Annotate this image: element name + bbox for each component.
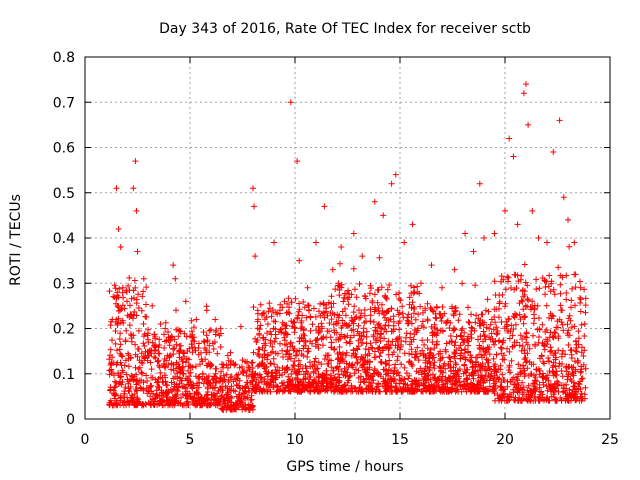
data-point <box>451 266 458 273</box>
data-point <box>119 284 126 291</box>
data-point <box>149 302 156 309</box>
data-point <box>409 221 416 228</box>
y-tick-label: 0.6 <box>53 141 75 157</box>
data-point <box>359 253 366 260</box>
data-point <box>565 216 571 223</box>
data-point <box>157 320 164 327</box>
data-point <box>439 284 445 291</box>
data-point <box>371 198 378 205</box>
data-point <box>481 235 487 241</box>
data-point <box>514 221 521 228</box>
y-tick-label: 0 <box>66 412 75 428</box>
data-point <box>252 253 259 260</box>
data-point <box>109 316 116 323</box>
data-point <box>172 275 179 282</box>
data-point <box>556 117 563 124</box>
y-tick-label: 0.5 <box>53 186 75 202</box>
data-point <box>294 158 301 165</box>
data-point <box>212 316 219 323</box>
x-tick-label: 0 <box>81 432 90 448</box>
x-tick-label: 25 <box>601 432 619 448</box>
data-point <box>203 307 210 314</box>
data-point <box>271 239 277 246</box>
data-point <box>193 316 200 323</box>
data-point <box>520 90 527 97</box>
data-point <box>250 185 256 192</box>
axis-ticks <box>84 56 611 420</box>
data-point <box>338 244 345 251</box>
data-point <box>506 135 513 142</box>
data-point <box>428 262 435 269</box>
data-point <box>491 230 498 237</box>
data-point <box>525 121 532 128</box>
y-tick-label: 0.3 <box>53 276 75 292</box>
y-axis-label: ROTI / TECUs <box>8 194 24 286</box>
data-point <box>392 171 399 178</box>
data-point <box>287 99 294 106</box>
data-point <box>130 185 137 192</box>
data-point <box>544 239 550 246</box>
data-point <box>350 230 357 237</box>
data-point <box>329 266 336 273</box>
x-tick-label: 20 <box>496 432 514 448</box>
data-point <box>550 149 557 156</box>
y-tick-label: 0.2 <box>53 322 75 338</box>
y-tick-label: 0.7 <box>53 95 75 111</box>
data-point <box>470 248 477 255</box>
data-point <box>124 298 130 305</box>
y-tick-label: 0.1 <box>53 367 75 383</box>
data-point <box>140 275 147 282</box>
data-point <box>502 207 508 214</box>
data-point <box>296 257 303 264</box>
data-point <box>321 203 328 210</box>
tick-labels: 0 0.1 0.2 0.3 0.4 0.5 0.6 0.7 0.8 0 5 10 15 20 25 <box>53 50 619 448</box>
data-point <box>571 239 578 246</box>
data-point <box>476 180 483 187</box>
x-tick-label: 10 <box>286 432 304 448</box>
data-point <box>418 280 424 287</box>
x-tick-label: 15 <box>391 432 409 448</box>
data-point <box>462 230 469 237</box>
data-point <box>117 244 124 251</box>
data-point <box>523 81 529 88</box>
data-point <box>224 352 231 359</box>
data-points <box>106 81 589 413</box>
data-point <box>251 203 258 210</box>
data-point <box>388 180 395 187</box>
data-point <box>401 239 408 246</box>
dense-point-cloud <box>106 243 589 413</box>
data-point <box>380 212 387 219</box>
y-tick-label: 0.8 <box>53 50 75 66</box>
data-point <box>133 207 140 214</box>
data-point <box>304 284 311 291</box>
x-axis-label: GPS time / hours <box>286 459 403 475</box>
data-point <box>560 194 567 201</box>
data-point <box>134 248 141 255</box>
chart-title: Day 343 of 2016, Rate Of TEC Index for r… <box>159 21 531 37</box>
data-point <box>182 298 189 305</box>
data-point <box>239 357 246 364</box>
data-point <box>535 235 542 241</box>
data-point <box>510 153 517 160</box>
data-point <box>132 158 139 165</box>
x-tick-label: 5 <box>186 432 195 448</box>
y-tick-label: 0.4 <box>53 231 75 247</box>
data-point <box>260 334 267 341</box>
data-point <box>581 320 588 327</box>
data-point <box>577 284 584 291</box>
data-point <box>115 225 122 232</box>
data-point <box>170 262 177 269</box>
data-point <box>313 239 319 246</box>
data-point <box>529 207 536 214</box>
data-point <box>281 298 288 305</box>
data-point <box>113 185 120 192</box>
grid-lines <box>85 57 610 419</box>
